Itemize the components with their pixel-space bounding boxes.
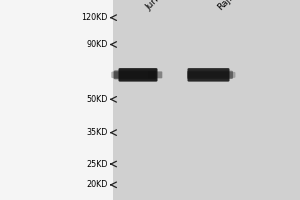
- Bar: [0, 0, 112, 200]
- Text: Raji: Raji: [216, 0, 234, 12]
- Text: 25KD: 25KD: [86, 160, 108, 169]
- FancyBboxPatch shape: [188, 72, 236, 78]
- Bar: [112, 0, 300, 200]
- FancyBboxPatch shape: [148, 71, 162, 78]
- Text: Jurkat: Jurkat: [144, 0, 169, 12]
- Text: 120KD: 120KD: [82, 13, 108, 22]
- FancyBboxPatch shape: [118, 68, 158, 82]
- FancyBboxPatch shape: [187, 71, 233, 79]
- FancyBboxPatch shape: [111, 72, 156, 78]
- FancyBboxPatch shape: [188, 68, 230, 82]
- Text: 90KD: 90KD: [87, 40, 108, 49]
- Text: 35KD: 35KD: [87, 128, 108, 137]
- Text: 50KD: 50KD: [87, 95, 108, 104]
- Text: 20KD: 20KD: [87, 180, 108, 189]
- FancyBboxPatch shape: [114, 70, 156, 79]
